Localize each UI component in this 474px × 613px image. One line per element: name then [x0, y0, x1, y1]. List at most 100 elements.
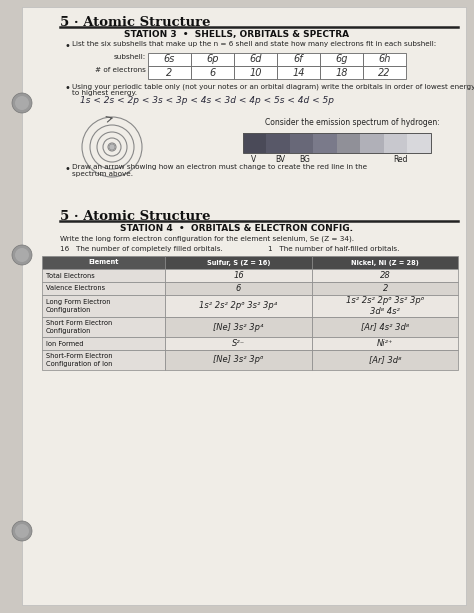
Bar	[361, 133, 384, 153]
Text: STATION 3  •  SHELLS, ORBITALS & SPECTRA: STATION 3 • SHELLS, ORBITALS & SPECTRA	[125, 30, 349, 39]
Circle shape	[15, 248, 29, 262]
Bar	[320, 66, 363, 79]
Bar	[165, 350, 312, 370]
Text: 6: 6	[210, 67, 216, 77]
Bar	[165, 282, 312, 295]
Text: V: V	[251, 155, 256, 164]
Text: 6: 6	[236, 284, 241, 293]
Text: 5 · Atomic Structure: 5 · Atomic Structure	[60, 210, 210, 223]
Text: Ion Formed: Ion Formed	[46, 340, 83, 346]
Bar	[312, 295, 458, 317]
Bar	[312, 317, 458, 337]
Text: •: •	[65, 41, 71, 51]
Bar	[243, 133, 431, 153]
Text: 16   The number of completely filled orbitals.: 16 The number of completely filled orbit…	[60, 246, 223, 252]
Text: Write the long form electron configuration for the element selenium, Se (Z = 34): Write the long form electron configurati…	[60, 236, 354, 243]
Text: 6h: 6h	[378, 55, 391, 64]
Circle shape	[12, 245, 32, 265]
Text: •: •	[65, 164, 71, 174]
Bar	[42, 256, 165, 269]
Bar	[313, 133, 337, 153]
Text: 1s² 2s² 2p⁶ 3s² 3p⁶
3d⁸ 4s²: 1s² 2s² 2p⁶ 3s² 3p⁶ 3d⁸ 4s²	[346, 296, 424, 316]
Text: [Ne] 3s² 3p⁴: [Ne] 3s² 3p⁴	[213, 322, 264, 332]
Text: 6d: 6d	[249, 55, 262, 64]
Text: 28: 28	[380, 271, 391, 280]
Text: [Ne] 3s² 3p⁶: [Ne] 3s² 3p⁶	[213, 356, 264, 365]
Text: BV: BV	[275, 155, 285, 164]
Text: 14: 14	[292, 67, 305, 77]
Text: 2: 2	[383, 284, 388, 293]
Bar	[408, 133, 431, 153]
Bar	[148, 66, 191, 79]
Bar	[290, 133, 313, 153]
Text: Short-Form Electron
Configuration of Ion: Short-Form Electron Configuration of Ion	[46, 353, 112, 367]
Text: 6p: 6p	[206, 55, 219, 64]
Text: Red: Red	[393, 155, 408, 164]
Bar	[277, 66, 320, 79]
Text: 6s: 6s	[164, 55, 175, 64]
Circle shape	[12, 521, 32, 541]
Bar	[191, 66, 234, 79]
Circle shape	[15, 524, 29, 538]
FancyBboxPatch shape	[22, 7, 466, 605]
Bar	[42, 317, 165, 337]
Text: 1s² 2s² 2p⁶ 3s² 3p⁴: 1s² 2s² 2p⁶ 3s² 3p⁴	[200, 302, 278, 311]
Bar	[243, 133, 266, 153]
Bar	[42, 282, 165, 295]
Circle shape	[15, 96, 29, 110]
Text: 6f: 6f	[294, 55, 303, 64]
Text: Ni²⁺: Ni²⁺	[377, 339, 393, 348]
Text: 18: 18	[335, 67, 348, 77]
Text: 1s < 2s < 2p < 3s < 3p < 4s < 3d < 4p < 5s < 4d < 5p: 1s < 2s < 2p < 3s < 3p < 4s < 3d < 4p < …	[80, 96, 334, 105]
Text: •: •	[65, 83, 71, 93]
Bar	[42, 337, 165, 350]
Text: Long Form Electron
Configuration: Long Form Electron Configuration	[46, 299, 110, 313]
Bar	[312, 350, 458, 370]
Text: 5 · Atomic Structure: 5 · Atomic Structure	[60, 16, 210, 29]
Text: Element: Element	[88, 259, 118, 265]
Text: Nickel, Ni (Z = 28): Nickel, Ni (Z = 28)	[351, 259, 419, 265]
Text: [Ar] 4s² 3d⁸: [Ar] 4s² 3d⁸	[361, 322, 410, 332]
Circle shape	[109, 144, 115, 150]
Text: 1   The number of half-filled orbitals.: 1 The number of half-filled orbitals.	[268, 246, 400, 252]
Bar	[42, 295, 165, 317]
Bar	[337, 133, 361, 153]
Text: Short Form Electron
Configuration: Short Form Electron Configuration	[46, 320, 112, 333]
Bar	[384, 133, 408, 153]
Bar	[42, 269, 165, 282]
Text: S²⁻: S²⁻	[232, 339, 245, 348]
Text: 22: 22	[378, 67, 391, 77]
Bar	[363, 53, 406, 66]
Bar	[312, 337, 458, 350]
Text: [Ar] 3d⁸: [Ar] 3d⁸	[369, 356, 401, 365]
Bar	[165, 295, 312, 317]
Text: Using your periodic table only (not your notes or an orbital diagram) write the : Using your periodic table only (not your…	[72, 83, 474, 96]
Bar	[165, 256, 312, 269]
Bar	[165, 317, 312, 337]
Text: # of electrons: # of electrons	[95, 67, 146, 73]
Text: Valence Electrons: Valence Electrons	[46, 286, 105, 292]
Bar	[148, 53, 191, 66]
Circle shape	[12, 93, 32, 113]
Text: 2: 2	[166, 67, 173, 77]
Text: 16: 16	[233, 271, 244, 280]
Text: subshell:: subshell:	[114, 54, 146, 60]
Bar	[234, 66, 277, 79]
Text: List the six subshells that make up the n = 6 shell and state how many electrons: List the six subshells that make up the …	[72, 41, 436, 47]
Text: Total Electrons: Total Electrons	[46, 273, 95, 278]
Bar	[312, 282, 458, 295]
Bar	[165, 337, 312, 350]
Bar	[363, 66, 406, 79]
Bar	[277, 53, 320, 66]
Bar	[320, 53, 363, 66]
Bar	[191, 53, 234, 66]
Text: BG: BG	[300, 155, 310, 164]
Text: Draw an arrow showing how an electron must change to create the red line in the
: Draw an arrow showing how an electron mu…	[72, 164, 367, 177]
Bar	[165, 269, 312, 282]
Text: 10: 10	[249, 67, 262, 77]
Bar	[234, 53, 277, 66]
Bar	[312, 256, 458, 269]
Bar	[266, 133, 290, 153]
Text: Consider the emission spectrum of hydrogen:: Consider the emission spectrum of hydrog…	[265, 118, 440, 127]
Text: STATION 4  •  ORBITALS & ELECTRON CONFIG.: STATION 4 • ORBITALS & ELECTRON CONFIG.	[120, 224, 354, 233]
